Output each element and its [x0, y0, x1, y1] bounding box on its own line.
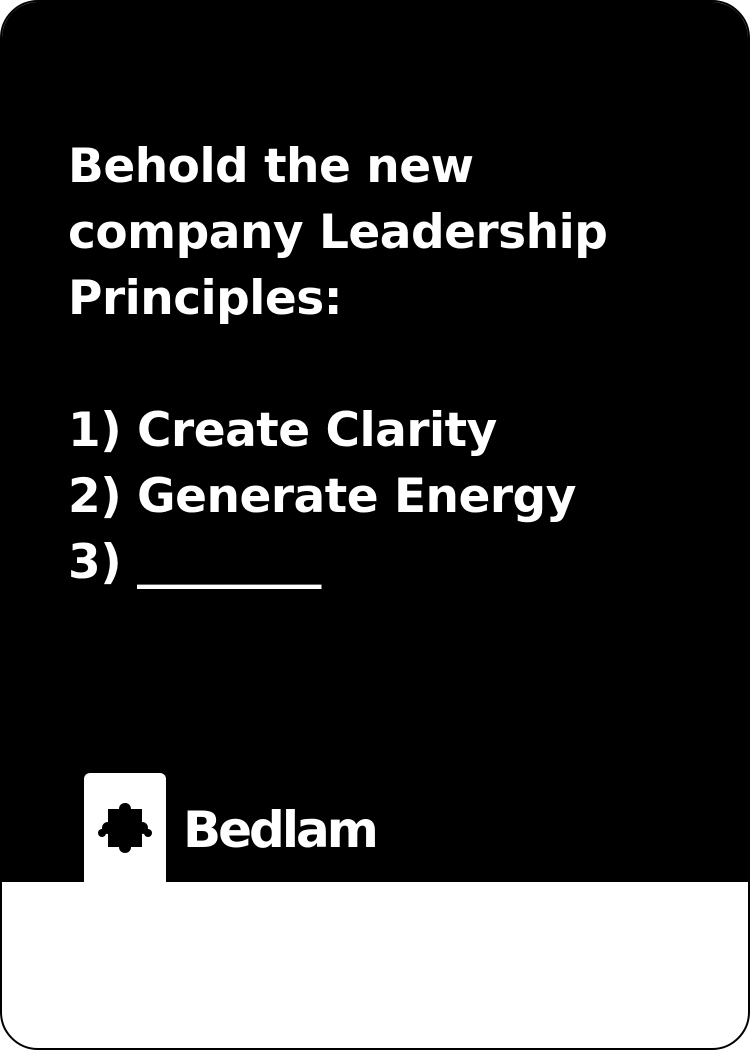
card-prompt-text: Behold the new company Leadership Princi… — [68, 139, 608, 590]
puzzle-piece-icon — [98, 803, 152, 853]
logo-tab — [84, 773, 166, 882]
card-black-area: Behold the new company Leadership Princi… — [2, 2, 748, 882]
brand-logo-text: Bedlam — [183, 801, 379, 859]
